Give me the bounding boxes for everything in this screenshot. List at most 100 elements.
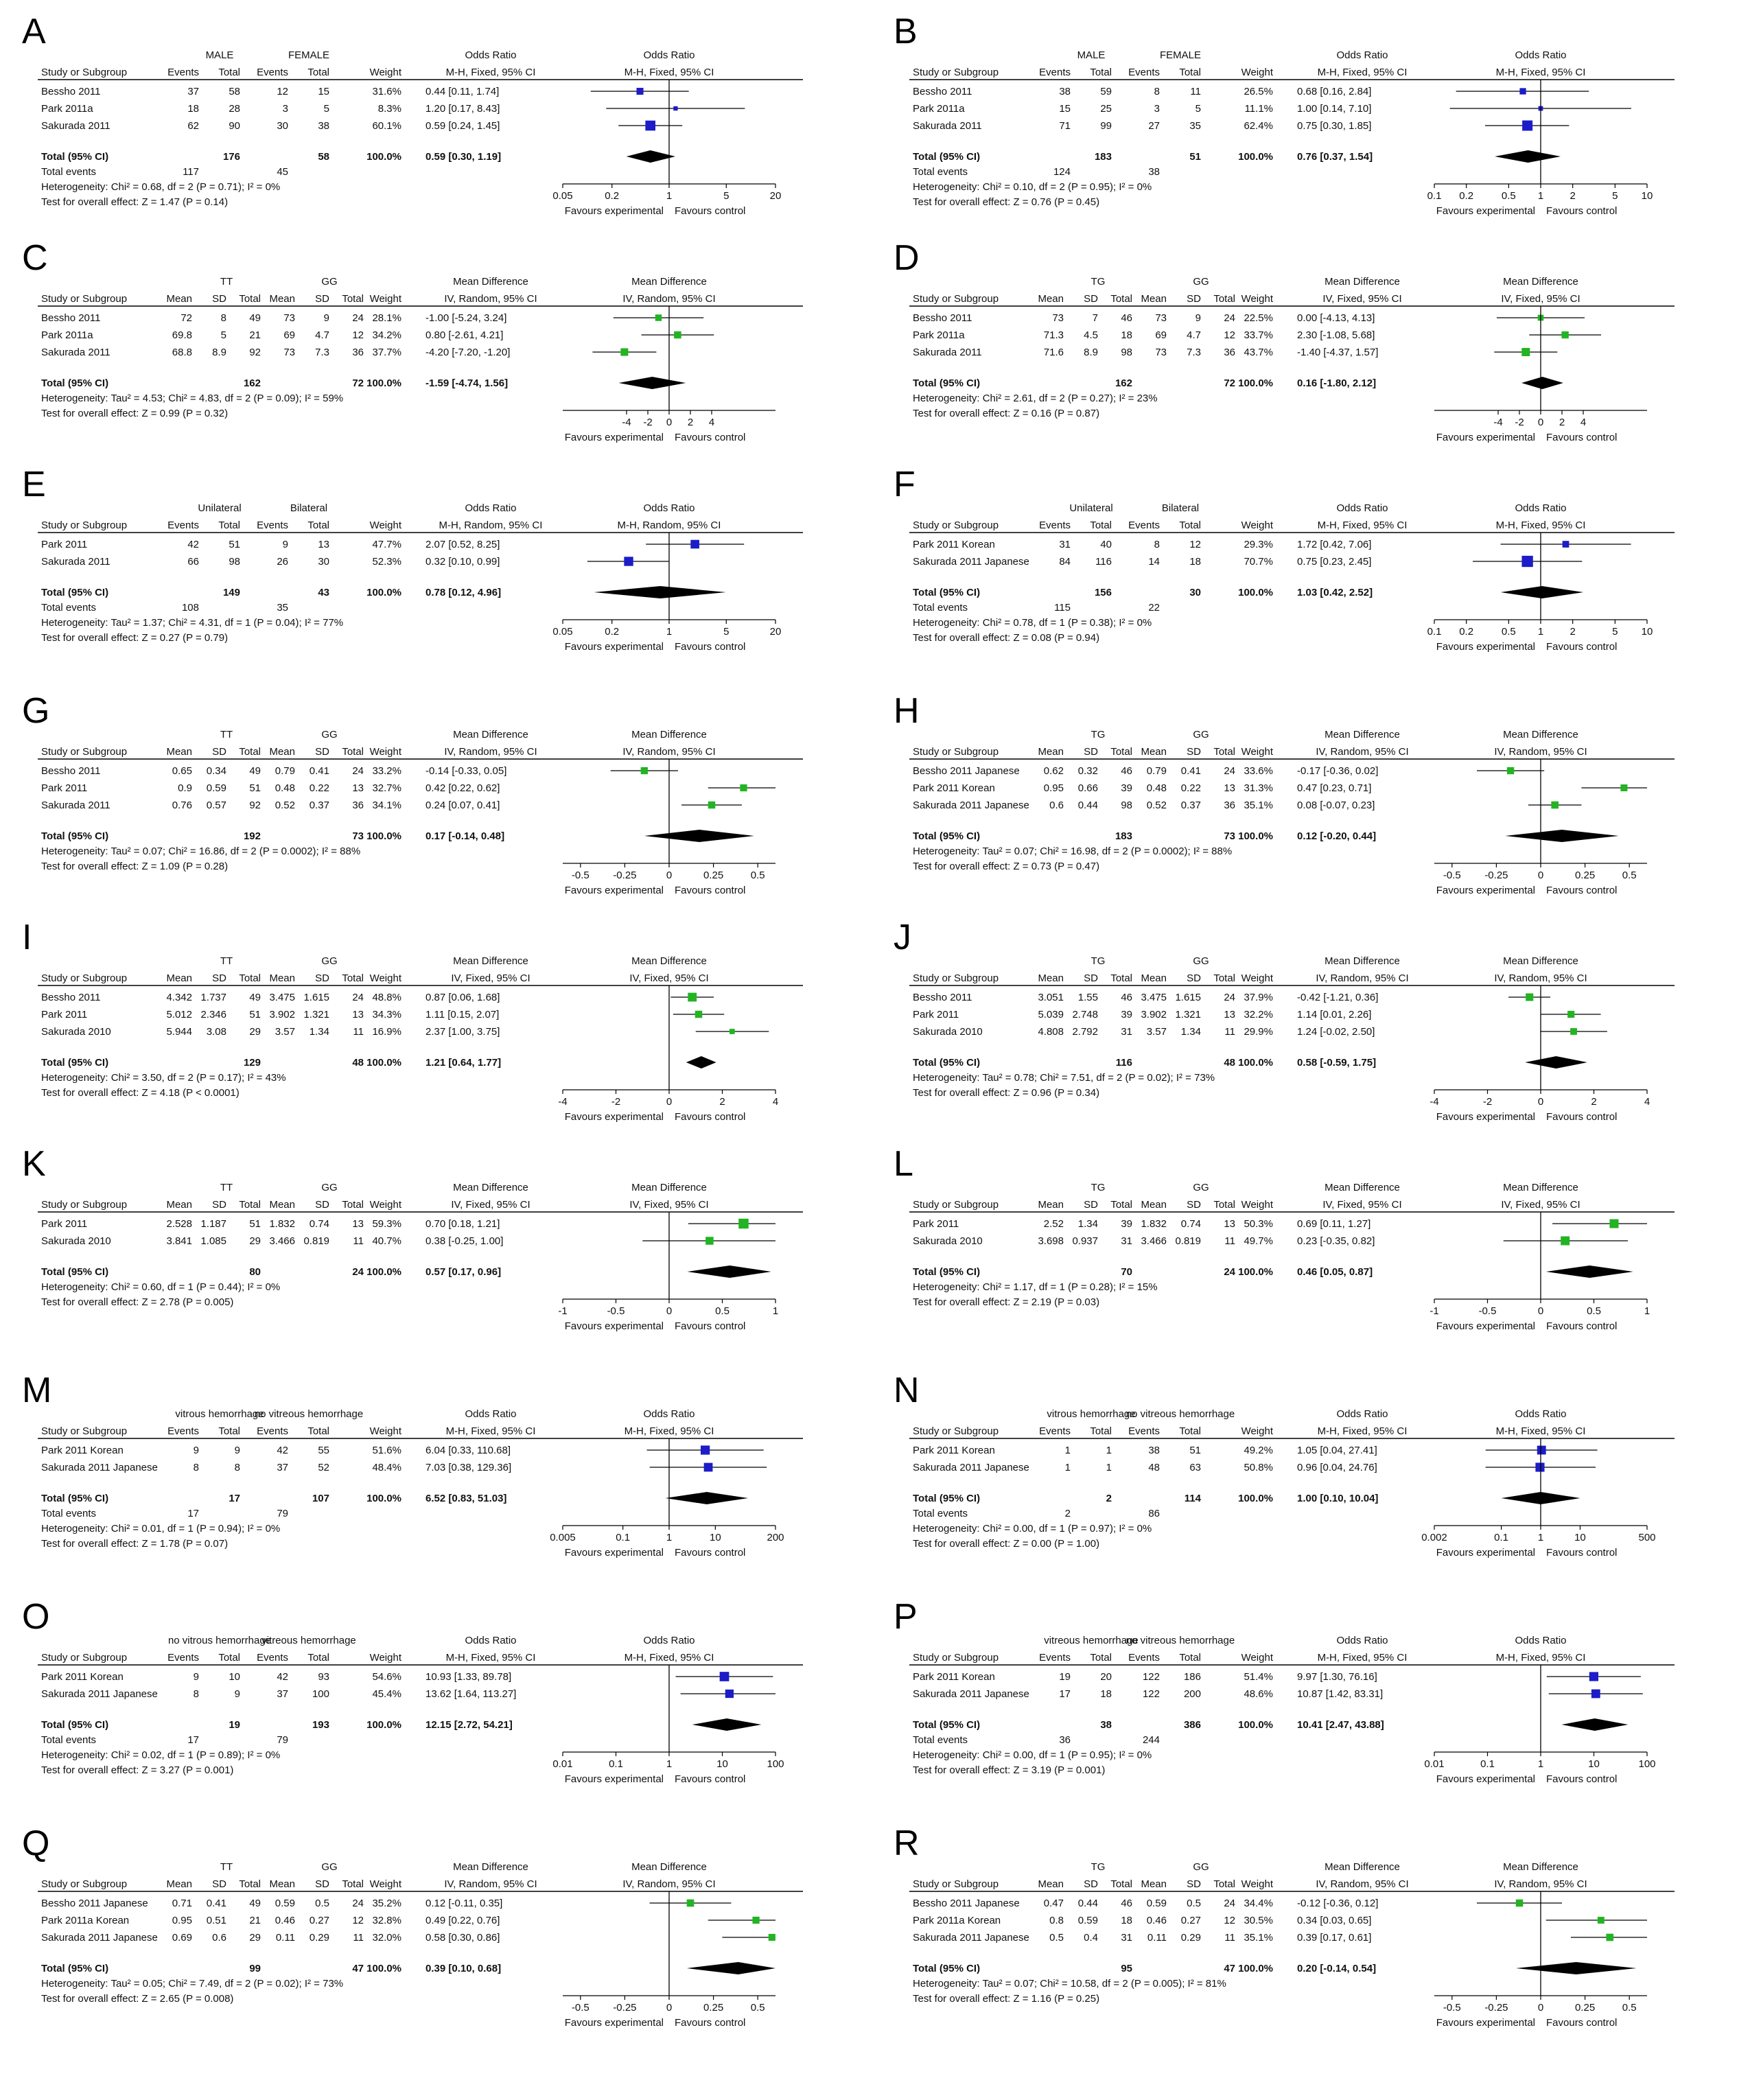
column-header: Total [342, 1199, 364, 1211]
total-events-2: 45 [277, 166, 288, 178]
x-tick-label: 5 [1612, 626, 1618, 638]
heterogeneity-text: Heterogeneity: Tau² = 0.07; Chi² = 16.98… [913, 845, 1232, 857]
total-n2: 24 [352, 1266, 364, 1278]
x-tick-label: -1 [558, 1305, 567, 1317]
column-header: Total [1213, 1878, 1235, 1890]
group1-value: 1.187 [200, 1218, 226, 1230]
group2-value: 0.48 [275, 782, 295, 794]
group1-value: 8.9 [1084, 347, 1098, 358]
group1-value: 31 [1121, 1235, 1132, 1247]
group1-value: 1 [1065, 1445, 1071, 1456]
total-n2: 386 [1184, 1719, 1201, 1731]
x-tick-label: 10 [1642, 626, 1653, 638]
x-tick-label: 1 [1644, 1305, 1650, 1317]
weight-value: 32.2% [1244, 1009, 1273, 1020]
weight-header: Weight [1241, 1199, 1274, 1211]
plot-header: Mean Difference [631, 1861, 707, 1873]
pooled-diamond [692, 1718, 762, 1731]
column-header: SD [1084, 1878, 1098, 1890]
effect-ci-value: 9.97 [1.30, 76.16] [1297, 1671, 1377, 1683]
effect-ci-value: 2.07 [0.52, 8.25] [425, 539, 500, 550]
study-column-header: Study or Subgroup [913, 1199, 999, 1211]
study-marker [1620, 784, 1628, 792]
column-header: Mean [1038, 1199, 1064, 1211]
group2-header: vitreous hemorrhage [261, 1635, 356, 1646]
column-header: Total [1179, 520, 1201, 531]
group1-value: 0.66 [1078, 782, 1098, 794]
x-tick-label: 1 [773, 1305, 778, 1317]
group2-value: 69 [1155, 329, 1167, 341]
effect-ci-value: -0.42 [-1.21, 0.36] [1297, 992, 1378, 1003]
plot-header: Odds Ratio [643, 502, 695, 514]
column-header: SD [315, 972, 329, 984]
total-weight: 100.0% [1238, 587, 1273, 598]
group2-value: 93 [318, 1671, 329, 1683]
group2-value: 24 [1224, 765, 1235, 777]
effect-header: Mean Difference [1325, 1182, 1400, 1193]
group1-value: 15 [1059, 103, 1071, 115]
x-tick-label: 100 [1638, 1758, 1655, 1770]
heterogeneity-text: Heterogeneity: Tau² = 0.78; Chi² = 7.51,… [913, 1072, 1215, 1084]
group1-value: 40 [1100, 539, 1112, 550]
overall-effect-text: Test for overall effect: Z = 1.09 (P = 0… [41, 861, 228, 872]
weight-value: 33.7% [1244, 329, 1273, 341]
x-tick-label: 0.5 [1587, 1305, 1601, 1317]
weight-value: 60.1% [372, 120, 401, 132]
study-marker [1606, 1933, 1614, 1941]
x-tick-label: 4 [1580, 417, 1586, 428]
effect-method: IV, Fixed, 95% CI [451, 972, 530, 984]
group2-value: 5 [1195, 103, 1201, 115]
weight-value: 16.9% [372, 1026, 401, 1038]
group1-value: 25 [1100, 103, 1112, 115]
group1-value: 18 [187, 103, 199, 115]
overall-effect-text: Test for overall effect: Z = 0.73 (P = 0… [913, 861, 1099, 872]
total-label: Total (95% CI) [41, 1057, 108, 1069]
total-label: Total (95% CI) [41, 1266, 108, 1278]
overall-effect-text: Test for overall effect: Z = 3.27 (P = 0… [41, 1764, 233, 1776]
total-n2: 48 [1224, 1057, 1235, 1069]
study-marker [700, 1445, 710, 1455]
group1-value: 0.95 [172, 1915, 192, 1926]
study-name: Park 2011 [41, 782, 87, 794]
pooled-diamond [1521, 377, 1563, 389]
group2-value: 8 [1154, 86, 1160, 97]
group1-header: no vitrous hemorrhage [168, 1635, 271, 1646]
study-column-header: Study or Subgroup [41, 972, 127, 984]
group2-header: no vitreous hemorrhage [255, 1408, 363, 1420]
x-tick-label: 0.25 [703, 2002, 723, 2014]
overall-effect-text: Test for overall effect: Z = 0.76 (P = 0… [913, 196, 1099, 208]
study-column-header: Study or Subgroup [41, 1199, 127, 1211]
group1-value: 98 [1121, 347, 1132, 358]
x-tick-label: 0.1 [1427, 190, 1442, 202]
group1-value: 0.34 [207, 765, 226, 777]
effect-header: Mean Difference [1325, 955, 1400, 967]
effect-header: Mean Difference [1325, 729, 1400, 740]
group1-value: 72 [180, 312, 192, 324]
column-header: Events [257, 520, 288, 531]
group2-value: 24 [1224, 992, 1235, 1003]
group1-value: 39 [1121, 782, 1132, 794]
total-ci: 0.78 [0.12, 4.96] [425, 587, 501, 598]
total-n2: 73 [1224, 830, 1235, 842]
weight-header: Weight [370, 67, 402, 78]
panel-letter: R [894, 1823, 920, 1863]
group1-header: TT [220, 1182, 233, 1193]
plot-header: Odds Ratio [643, 1408, 695, 1420]
effect-ci-value: 0.49 [0.22, 0.76] [425, 1915, 500, 1926]
total-label: Total (95% CI) [913, 830, 980, 842]
x-tick-label: 0 [666, 2002, 672, 2014]
total-n2: 58 [318, 151, 329, 163]
group1-value: 46 [1121, 1898, 1132, 1909]
group2-value: 0.29 [310, 1932, 329, 1944]
panel-letter: K [22, 1144, 46, 1184]
study-marker [620, 348, 629, 356]
plot-method: IV, Fixed, 95% CI [1501, 293, 1580, 305]
forest-panel-h: H TG GG Mean Difference Mean Difference Study… [885, 691, 1729, 913]
weight-header: Weight [1241, 520, 1274, 531]
x-tick-label: 0 [666, 417, 672, 428]
total-events-label: Total events [41, 1508, 96, 1519]
weight-header: Weight [1241, 972, 1274, 984]
column-header: Events [1039, 1425, 1071, 1437]
plot-header: Mean Difference [1503, 955, 1578, 967]
x-tick-label: 0.01 [1424, 1758, 1444, 1770]
